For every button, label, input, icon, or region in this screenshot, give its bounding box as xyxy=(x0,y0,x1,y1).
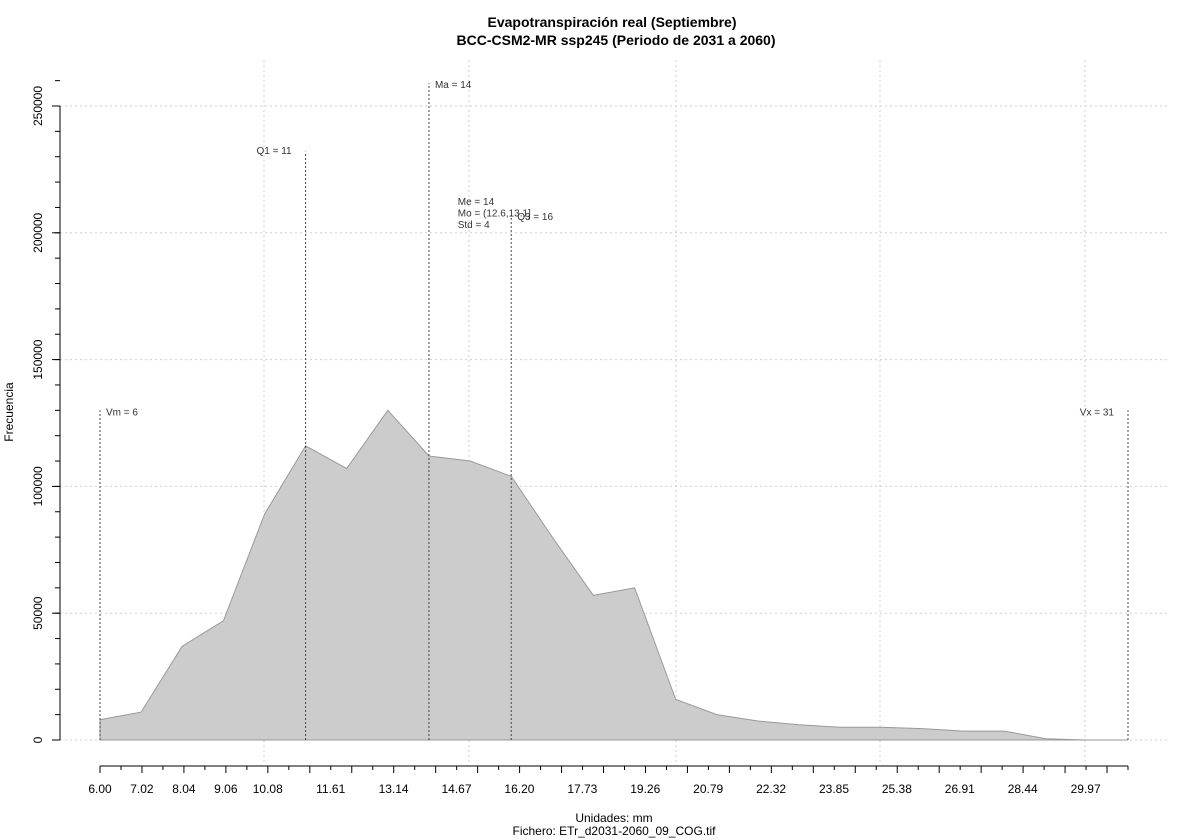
y-axis-label: Frecuencia xyxy=(2,382,16,442)
x-tick-label: 20.79 xyxy=(693,782,723,796)
x-tick-label: 9.06 xyxy=(214,782,238,796)
annotation-label: Vm = 6 xyxy=(106,407,138,418)
area-layer xyxy=(99,409,1128,741)
y-tick-label: 250000 xyxy=(31,86,45,126)
x-tick-label: 16.20 xyxy=(504,782,534,796)
x-tick-label: 22.32 xyxy=(756,782,786,796)
x-tick-label: 7.02 xyxy=(130,782,154,796)
x-axis-label: Unidades: mm xyxy=(575,811,652,825)
y-tick-label: 200000 xyxy=(31,212,45,252)
file-caption: Fichero: ETr_d2031-2060_09_COG.tif xyxy=(513,824,717,838)
x-tick-label: 29.97 xyxy=(1071,782,1101,796)
y-tick-label: 150000 xyxy=(31,339,45,379)
x-tick-label: 11.61 xyxy=(316,782,345,796)
x-tick-label: 28.44 xyxy=(1008,782,1038,796)
chart-title: Evapotranspiración real (Septiembre) xyxy=(488,14,737,30)
x-tick-label: 26.91 xyxy=(945,782,975,796)
x-tick-label: 23.85 xyxy=(819,782,849,796)
annotation-label: Q3 = 16 xyxy=(517,212,553,223)
frequency-area xyxy=(99,409,1128,741)
y-tick-label: 100000 xyxy=(31,466,45,506)
annotation-label: Q1 = 11 xyxy=(256,146,292,157)
chart-subtitle: BCC-CSM2-MR ssp245 (Periodo de 2031 a 20… xyxy=(457,32,776,48)
annotations: Vm = 6 Q1 = 11 Ma = 14 Q3 = 16 Vx = 31 Me = 1… xyxy=(99,80,1129,740)
annotation-label: Vx = 31 xyxy=(1080,407,1115,418)
x-tick-label: 14.67 xyxy=(441,782,471,796)
x-tick-label: 6.00 xyxy=(88,782,112,796)
x-tick-label: 17.73 xyxy=(567,782,597,796)
y-tick-label: 50000 xyxy=(31,596,45,630)
x-tick-label: 19.26 xyxy=(630,782,660,796)
x-tick-label: 10.08 xyxy=(253,782,283,796)
x-tick-label: 8.04 xyxy=(172,782,196,796)
stats-label: Mo = (12.6,13.1] xyxy=(458,208,531,219)
stats-label: Std = 4 xyxy=(458,220,490,231)
y-tick-label: 0 xyxy=(31,736,45,743)
axes: 0 50000 100000 150000 200000 250000 6.00 7.02 8.… xyxy=(31,80,1129,796)
annotation-label: Ma = 14 xyxy=(435,80,472,91)
stats-label: Me = 14 xyxy=(458,197,495,208)
x-tick-label: 13.14 xyxy=(379,782,409,796)
x-tick-label: 25.38 xyxy=(882,782,912,796)
